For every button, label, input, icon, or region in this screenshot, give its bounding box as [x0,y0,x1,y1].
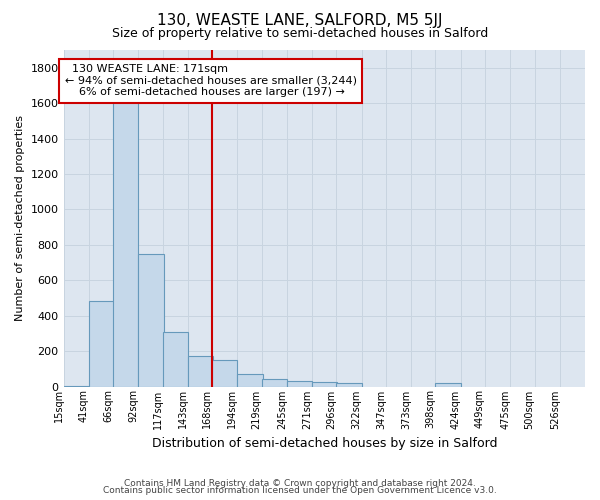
Text: 130 WEASTE LANE: 171sqm
← 94% of semi-detached houses are smaller (3,244)
    6%: 130 WEASTE LANE: 171sqm ← 94% of semi-de… [65,64,356,98]
Bar [89,302,114,386]
Bar [113,94,139,387]
Bar [436,383,461,386]
Text: Contains HM Land Registry data © Crown copyright and database right 2024.: Contains HM Land Registry data © Crown c… [124,478,476,488]
Text: Size of property relative to semi-detached houses in Salford: Size of property relative to semi-detach… [112,28,488,40]
Bar [337,383,362,386]
X-axis label: Distribution of semi-detached houses by size in Salford: Distribution of semi-detached houses by … [152,437,497,450]
Bar [212,360,238,386]
Text: 130, WEASTE LANE, SALFORD, M5 5JJ: 130, WEASTE LANE, SALFORD, M5 5JJ [157,12,443,28]
Bar [287,381,312,386]
Bar [262,378,287,386]
Bar [312,382,337,386]
Bar [238,374,263,386]
Bar [188,356,213,386]
Bar [163,332,188,386]
Bar [139,254,164,386]
Y-axis label: Number of semi-detached properties: Number of semi-detached properties [15,116,25,322]
Text: Contains public sector information licensed under the Open Government Licence v3: Contains public sector information licen… [103,486,497,495]
